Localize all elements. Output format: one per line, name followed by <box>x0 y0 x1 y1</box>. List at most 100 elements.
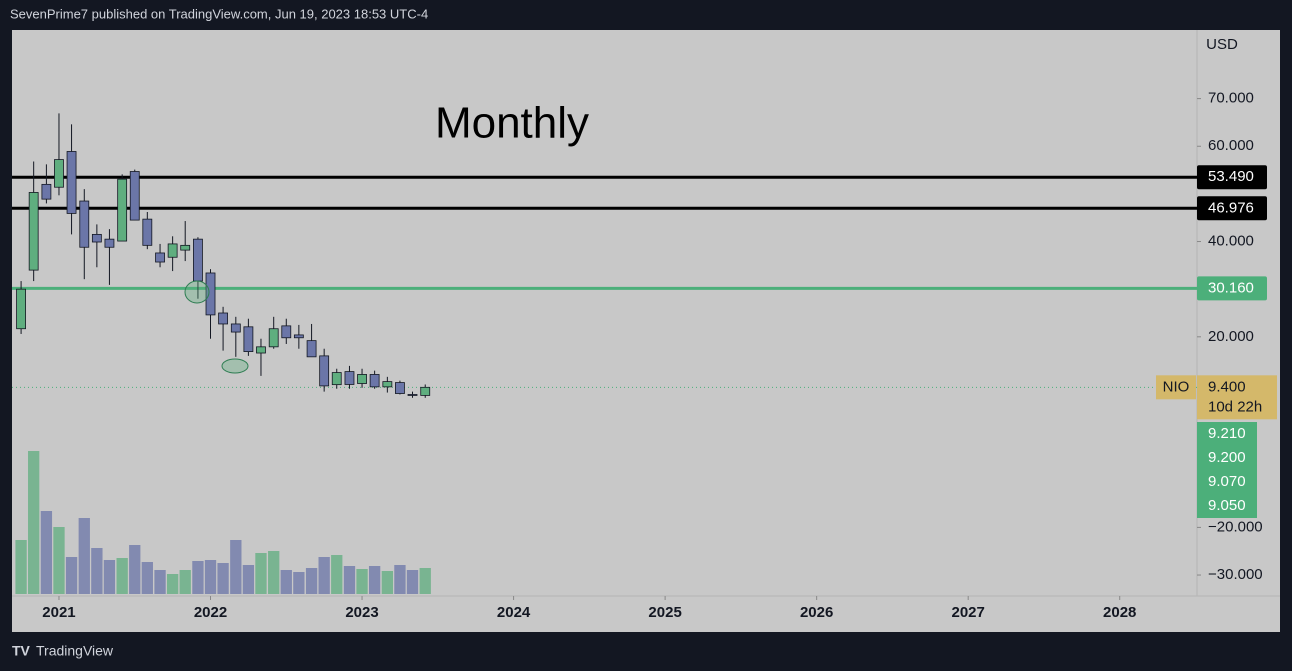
candle-body <box>382 381 393 388</box>
volume-bar <box>65 557 78 594</box>
volume-bar <box>28 451 40 594</box>
price-label-box <box>1197 494 1257 518</box>
volume-bar <box>293 572 305 594</box>
volume-bar <box>40 511 53 594</box>
candle-body <box>395 382 405 394</box>
x-tick-label: 2028 <box>1103 604 1136 621</box>
volume-bar <box>217 563 229 594</box>
countdown: 10d 22h <box>1208 398 1262 415</box>
y-tick-label: 40.000 <box>1208 233 1254 250</box>
candle-body <box>142 218 153 246</box>
price-label: 9.070 <box>1208 473 1246 490</box>
volume-bar <box>331 555 343 594</box>
candle-body <box>420 386 431 396</box>
price-label: 9.050 <box>1208 497 1246 514</box>
volume-bar <box>179 570 191 594</box>
candle-body <box>319 355 330 387</box>
volume-bar <box>141 562 153 594</box>
volume-bar <box>53 527 65 594</box>
candle-body <box>66 151 77 214</box>
y-tick-label: −30.000 <box>1208 566 1263 583</box>
candle-body <box>281 325 292 339</box>
volume-bar <box>268 551 280 594</box>
volume-bar <box>103 560 116 594</box>
candle-body <box>293 334 304 339</box>
candle-body <box>129 171 140 221</box>
volume-bar <box>381 571 394 594</box>
volume-bar <box>419 568 431 594</box>
volume-bar <box>305 568 318 594</box>
candle-body <box>155 252 165 263</box>
volume-bar <box>356 569 368 594</box>
volume-bar <box>394 565 406 594</box>
candle-body <box>243 326 254 352</box>
candle-body <box>407 394 418 396</box>
plot: 70.000 60.000 40.000 20.000 −20.000 −30.000 20… <box>12 90 1277 621</box>
volume-bar <box>154 570 166 594</box>
volume-bar <box>192 561 204 594</box>
y-tick-label: −20.000 <box>1208 518 1263 535</box>
volume-bar <box>15 540 27 594</box>
volume-bar <box>78 518 90 594</box>
volume-bar <box>129 545 141 594</box>
candle-body <box>193 238 203 282</box>
volume-bar <box>406 570 419 594</box>
chart-area <box>12 30 1280 632</box>
logo: TV <box>12 643 31 659</box>
level-label: 46.976 <box>1208 199 1254 216</box>
volume-bar <box>318 557 330 594</box>
volume-bar <box>230 540 242 594</box>
x-tick-label: 2027 <box>951 604 984 621</box>
candle-body <box>205 272 216 316</box>
candle-body <box>306 340 317 358</box>
symbol-label: NIO <box>1163 378 1190 395</box>
footer: TradingView <box>36 643 114 659</box>
candle-body <box>268 328 279 348</box>
price-label: 9.210 <box>1208 425 1246 442</box>
price-label-box <box>1197 422 1257 446</box>
candle-body <box>104 238 115 248</box>
last-price-label: 9.400 <box>1208 378 1246 395</box>
candle-body <box>230 323 241 333</box>
volume-bar <box>255 553 267 594</box>
candle-body <box>167 243 178 258</box>
volume-bar <box>242 565 255 594</box>
candle-body <box>54 159 64 188</box>
candle-body <box>357 374 367 384</box>
level-label-box <box>1197 165 1267 190</box>
volume-bar <box>91 548 103 594</box>
candle-body <box>16 288 26 330</box>
candle-body <box>256 346 266 354</box>
candle-body <box>117 178 128 242</box>
x-tick-label: 2022 <box>194 604 227 621</box>
last-price-box <box>1197 375 1277 420</box>
candle-body <box>79 200 90 248</box>
x-tick-label: 2025 <box>648 604 681 621</box>
volume-bar <box>204 560 217 594</box>
x-tick-label: 2021 <box>42 604 75 621</box>
price-label: 9.200 <box>1208 449 1246 466</box>
candle-body <box>180 244 191 251</box>
annotation-circle <box>184 280 210 304</box>
candle-body <box>369 374 380 388</box>
candle-body <box>344 371 355 385</box>
level-label: 53.490 <box>1208 168 1254 185</box>
volume-bar <box>166 574 179 594</box>
y-tick-label: 20.000 <box>1208 328 1254 345</box>
y-tick-label: 60.000 <box>1208 137 1254 154</box>
level-label: 30.160 <box>1208 279 1254 296</box>
volume-bar <box>280 570 292 594</box>
x-tick-label: 2024 <box>497 604 531 621</box>
symbol-box <box>1156 375 1196 400</box>
annotation-circle <box>221 358 249 374</box>
candle-body <box>331 372 342 386</box>
candle-body <box>91 233 102 243</box>
candle-body <box>41 183 52 200</box>
y-unit: USD <box>1206 36 1238 53</box>
chart-title: Monthly <box>435 99 589 148</box>
volume-bar <box>116 558 128 594</box>
y-tick-label: 70.000 <box>1208 90 1254 107</box>
level-label-box <box>1197 276 1267 301</box>
level-label-box <box>1197 196 1267 221</box>
